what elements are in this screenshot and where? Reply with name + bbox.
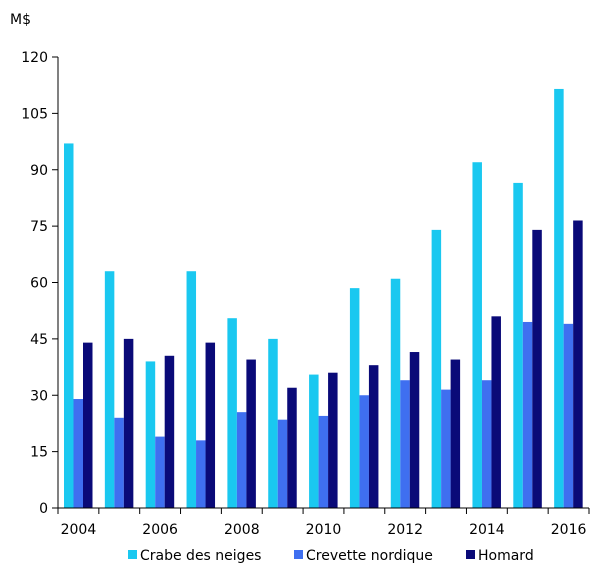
bar-crabe-des-neiges-2004 — [64, 143, 74, 509]
x-axis-ticks: 2004 2006 2008 2010 2012 2014 2016 — [57, 508, 590, 538]
y-tick-label: 75 — [30, 219, 48, 235]
legend-label-homard: Homard — [478, 548, 534, 564]
bars — [64, 88, 583, 509]
bar-crevette-nordique-2013 — [441, 389, 451, 508]
bar-homard-2008 — [246, 359, 256, 508]
y-tick-label: 120 — [21, 50, 48, 66]
bar-crabe-des-neiges-2005 — [104, 271, 115, 508]
x-tick-label: 2014 — [469, 522, 505, 538]
bar-crabe-des-neiges-2015 — [513, 182, 523, 508]
y-tick-label: 0 — [39, 501, 48, 517]
bar-crabe-des-neiges-2007 — [186, 271, 197, 508]
y-tick-label: 60 — [30, 276, 48, 292]
bar-crevette-nordique-2015 — [522, 321, 533, 508]
bar-crevette-nordique-2014 — [481, 380, 492, 508]
legend-swatch-crabe-des-neiges — [128, 550, 137, 559]
bar-crevette-nordique-2004 — [73, 399, 83, 508]
bar-crevette-nordique-2011 — [359, 395, 369, 508]
bar-crabe-des-neiges-2014 — [472, 162, 482, 508]
bar-crevette-nordique-2005 — [114, 417, 124, 508]
bar-crabe-des-neiges-2011 — [349, 288, 360, 508]
bar-crevette-nordique-2008 — [236, 412, 247, 508]
bar-homard-2009 — [287, 387, 297, 508]
legend: Crabe des neiges Crevette nordique Homard — [128, 548, 534, 564]
bar-homard-2012 — [409, 352, 420, 508]
x-tick-label: 2006 — [142, 522, 178, 538]
axes — [57, 57, 589, 509]
y-axis-ticks: 0 15 30 45 60 75 90 105 120 — [21, 50, 58, 517]
legend-label-crabe-des-neiges: Crabe des neiges — [140, 548, 261, 564]
legend-swatch-crevette-nordique — [294, 550, 303, 559]
x-tick-label: 2016 — [551, 522, 587, 538]
bar-crabe-des-neiges-2010 — [309, 374, 319, 508]
bar-crevette-nordique-2012 — [400, 380, 410, 508]
bar-homard-2014 — [491, 316, 501, 508]
bar-homard-2010 — [328, 372, 338, 508]
legend-swatch-homard — [466, 550, 475, 559]
bar-crevette-nordique-2016 — [563, 323, 574, 508]
x-tick-label: 2008 — [224, 522, 260, 538]
y-tick-label: 105 — [21, 106, 48, 122]
bar-crabe-des-neiges-2016 — [554, 88, 564, 508]
bar-homard-2011 — [368, 365, 379, 508]
bar-crabe-des-neiges-2012 — [390, 278, 401, 508]
bar-crevette-nordique-2006 — [155, 436, 165, 508]
bar-homard-2015 — [532, 229, 542, 508]
x-tick-label: 2012 — [387, 522, 423, 538]
bar-crabe-des-neiges-2008 — [227, 318, 237, 508]
bar-crevette-nordique-2010 — [318, 415, 329, 508]
x-tick-label: 2004 — [61, 522, 97, 538]
legend-label-crevette-nordique: Crevette nordique — [306, 548, 433, 564]
bar-homard-2016 — [573, 220, 583, 509]
y-tick-label: 90 — [30, 163, 48, 179]
y-tick-label: 15 — [30, 445, 48, 461]
bar-homard-2013 — [450, 359, 461, 508]
bar-homard-2007 — [205, 342, 216, 508]
bar-homard-2006 — [164, 355, 175, 508]
bar-crabe-des-neiges-2009 — [268, 338, 278, 508]
x-tick-label: 2010 — [306, 522, 342, 538]
bar-crevette-nordique-2007 — [196, 440, 206, 508]
bar-homard-2005 — [123, 338, 134, 508]
y-axis-unit-label: M$ — [10, 12, 31, 28]
y-tick-label: 45 — [30, 332, 48, 348]
bar-homard-2004 — [83, 342, 93, 508]
bar-crevette-nordique-2009 — [277, 419, 288, 508]
bar-crabe-des-neiges-2006 — [145, 361, 156, 508]
y-tick-label: 30 — [30, 388, 48, 404]
bar-crabe-des-neiges-2013 — [431, 229, 442, 508]
